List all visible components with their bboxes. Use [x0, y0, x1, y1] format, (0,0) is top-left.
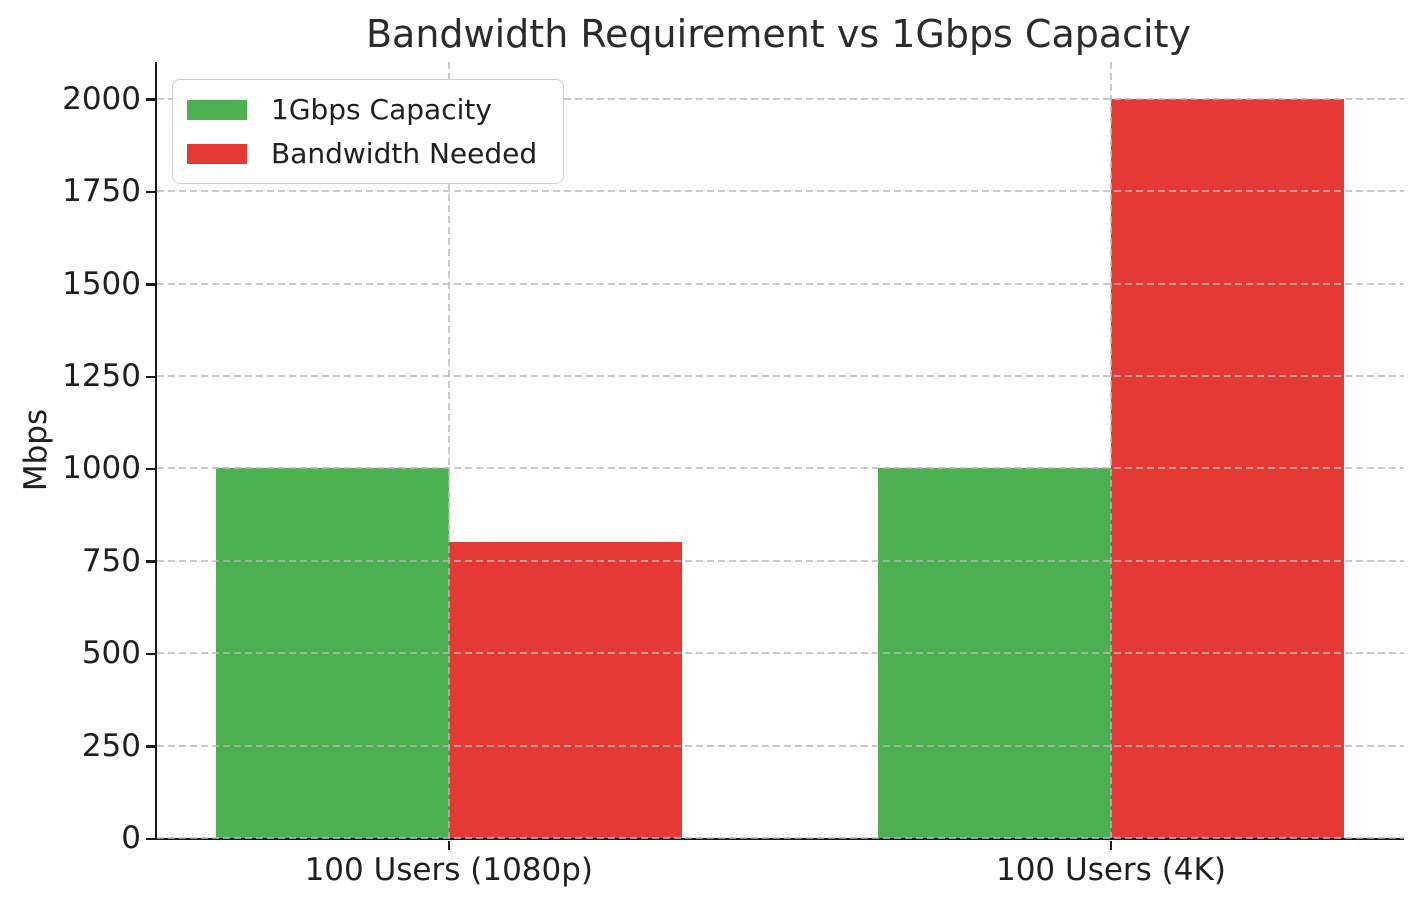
chart-title: Bandwidth Requirement vs 1Gbps Capacity — [365, 12, 1191, 56]
y-tick-label: 0 — [121, 820, 141, 856]
bar-1gbps-capacity — [877, 468, 1111, 838]
bar-bandwidth-needed — [1110, 98, 1345, 838]
y-tick-mark — [145, 375, 155, 379]
legend-item: 1Gbps Capacity — [187, 93, 537, 126]
y-tick-mark — [145, 745, 155, 748]
y-tick-mark — [145, 98, 155, 101]
bar-bandwidth-needed — [448, 542, 682, 838]
x-tick-label: 100 Users (4K) — [995, 852, 1226, 888]
legend-label: Bandwidth Needed — [271, 137, 538, 170]
y-tick-mark — [145, 283, 155, 286]
y-tick-label: 250 — [81, 727, 141, 764]
legend-swatch — [187, 99, 247, 120]
y-tick-label: 1500 — [62, 265, 141, 302]
x-tick-label: 100 Users (1080p) — [304, 852, 594, 888]
y-tick-label: 1750 — [62, 173, 141, 210]
plot-area: 1Gbps Capacity Bandwidth Needed 0 250 500 75… — [62, 62, 1404, 888]
y-tick-label: 2000 — [62, 80, 141, 117]
y-tick-mark — [145, 467, 155, 471]
y-tick-mark — [145, 652, 155, 656]
x-tick-mark — [447, 840, 451, 850]
legend-label: 1Gbps Capacity — [271, 93, 492, 126]
legend-swatch — [187, 143, 247, 164]
bar-1gbps-capacity — [215, 468, 449, 838]
y-axis-label: Mbps — [18, 408, 54, 492]
y-tick-label: 500 — [81, 635, 141, 672]
y-tick-mark — [145, 560, 155, 563]
legend: 1Gbps Capacity Bandwidth Needed — [172, 79, 565, 184]
x-tick-mark — [1109, 840, 1113, 850]
y-tick-mark — [145, 837, 155, 840]
y-tick-mark — [145, 190, 155, 194]
legend-item: Bandwidth Needed — [187, 137, 537, 170]
y-tick-label: 1000 — [62, 450, 141, 487]
y-tick-label: 1250 — [62, 358, 141, 395]
y-tick-label: 750 — [81, 542, 141, 579]
